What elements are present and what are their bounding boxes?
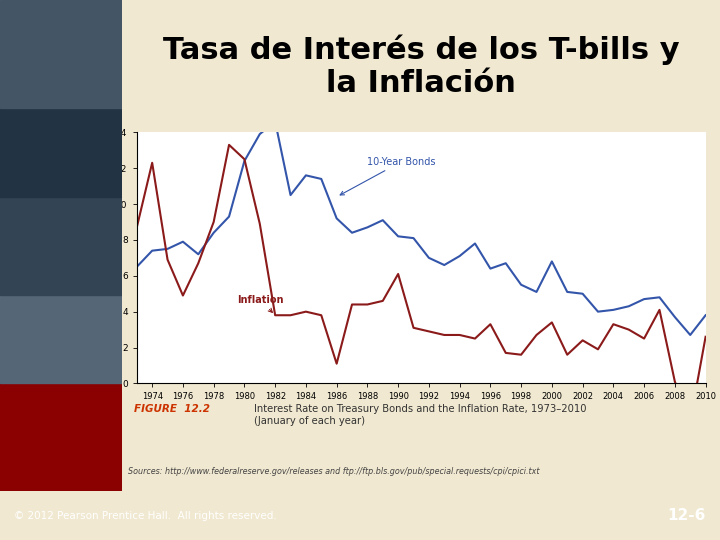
Text: Inflation: Inflation [237,295,283,312]
Text: Tasa de Interés de los T-bills y
la Inflación: Tasa de Interés de los T-bills y la Infl… [163,34,680,98]
Bar [0,295,122,383]
Text: 12-6: 12-6 [667,508,706,523]
Bar [0,108,122,197]
Y-axis label: Rate (%): Rate (%) [104,237,114,279]
Text: FIGURE  12.2: FIGURE 12.2 [135,404,210,414]
Bar [0,383,122,491]
Text: Sources: http://www.federalreserve.gov/releases and ftp://ftp.bls.gov/pub/specia: Sources: http://www.federalreserve.gov/r… [128,467,540,476]
Bar [0,0,122,108]
Bar [0,197,122,295]
Text: 10-Year Bonds: 10-Year Bonds [340,157,436,195]
Text: © 2012 Pearson Prentice Hall.  All rights reserved.: © 2012 Pearson Prentice Hall. All rights… [14,511,277,521]
Text: Interest Rate on Treasury Bonds and the Inflation Rate, 1973–2010
(January of ea: Interest Rate on Treasury Bonds and the … [254,404,586,426]
